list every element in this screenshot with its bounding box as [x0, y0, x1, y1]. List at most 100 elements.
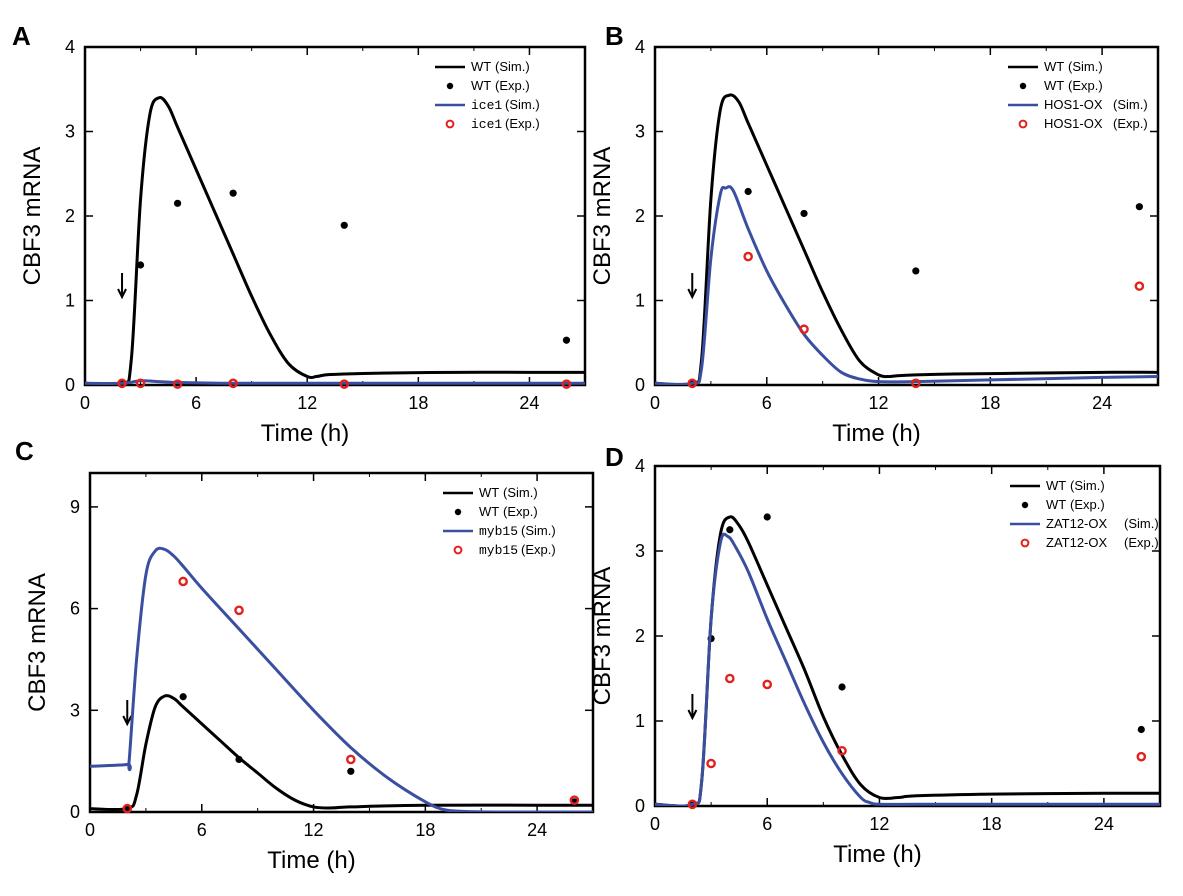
legend-series-name: WT	[1046, 497, 1066, 512]
data-point-zat12-ox-exp	[837, 745, 847, 756]
x-tick-label: 18	[980, 393, 1000, 413]
legend-swatch-ring	[1020, 538, 1030, 548]
stimulus-arrow-head	[687, 288, 698, 300]
data-point-wt-exp	[1135, 203, 1143, 211]
data-point-wt-exp	[173, 199, 182, 207]
series-line-ice1-sim	[85, 379, 585, 385]
series-line-myb15-sim	[90, 546, 593, 812]
x-axis-title: Time (h)	[261, 420, 349, 447]
legend-series-label: (Sim.)	[503, 485, 538, 500]
data-point-wt-exp	[340, 221, 348, 229]
data-point-wt-exp	[136, 261, 145, 269]
panel-letter: C	[15, 436, 34, 466]
y-tick-label: 6	[70, 599, 80, 619]
legend-series-label: (Exp.)	[521, 542, 556, 557]
y-tick-label: 2	[635, 206, 645, 226]
y-tick-label: 0	[635, 796, 645, 816]
legend-series-name: HOS1-OX	[1044, 116, 1103, 131]
legend-series-label: (Sim.)	[495, 59, 530, 74]
series-line-wt-sim	[655, 93, 1158, 385]
panel-letter: B	[605, 21, 624, 51]
x-tick-label: 12	[304, 820, 324, 840]
legend-series-label: (Exp.)	[1068, 78, 1103, 93]
y-tick-label: 2	[65, 206, 75, 226]
legend-series-name: myb15	[479, 524, 518, 539]
legend-series-label: (Exp.)	[1070, 497, 1105, 512]
y-tick-label: 4	[635, 37, 645, 57]
series-line-wt-sim	[90, 694, 593, 812]
y-tick-label: 1	[65, 291, 75, 311]
x-tick-label: 24	[519, 393, 539, 413]
stimulus-arrow-head	[122, 715, 133, 727]
data-point-wt-exp	[229, 189, 237, 197]
data-point-zat12-ox-exp	[687, 799, 698, 810]
y-axis-title: CBF3 mRNA	[24, 573, 51, 712]
legend-series-name: WT	[479, 504, 499, 519]
x-tick-label: 6	[762, 814, 772, 834]
data-point-myb15-exp	[178, 576, 188, 587]
panel-c: C 0 6 12 18 24 0 3 6 9 Time (h) CBF3 mRNA WT (Sim.) WT…	[15, 436, 595, 874]
legend-swatch-ring	[1018, 119, 1028, 129]
y-tick-label: 3	[635, 122, 645, 142]
x-tick-label: 0	[650, 393, 660, 413]
data-point-hos1-ox-exp	[911, 378, 921, 389]
legend-series-name: myb15	[479, 543, 518, 558]
legend-series-name: WT	[1044, 78, 1064, 93]
x-tick-label: 0	[85, 820, 95, 840]
y-tick-label: 3	[70, 700, 80, 720]
data-point-myb15-exp	[346, 754, 356, 765]
series-line-zat12-ox-sim	[655, 532, 1160, 806]
data-point-wt-exp	[744, 187, 752, 196]
data-point-wt-exp	[347, 767, 355, 775]
legend-series-name: ice1	[471, 98, 502, 113]
data-point-wt-exp	[800, 209, 808, 218]
stimulus-arrow-head	[117, 288, 127, 300]
legend-series-label: (Exp.)	[495, 78, 530, 93]
data-point-ice1-exp	[135, 378, 146, 389]
y-tick-label: 9	[70, 497, 80, 517]
legend-series-label: (Sim.)	[505, 97, 540, 112]
legend-series-name: WT	[1046, 478, 1066, 493]
data-point-wt-exp	[1137, 725, 1145, 734]
y-tick-label: 3	[635, 541, 645, 561]
x-tick-label: 0	[80, 393, 90, 413]
data-point-ice1-exp	[172, 379, 183, 389]
y-tick-label: 2	[635, 626, 645, 646]
x-tick-label: 6	[762, 393, 772, 413]
data-point-hos1-ox-exp	[687, 378, 698, 389]
x-tick-label: 18	[982, 814, 1002, 834]
series-line-hos1-ox-sim	[655, 185, 1158, 385]
x-tick-label: 12	[297, 393, 317, 413]
legend-series-name: WT	[1044, 59, 1064, 74]
x-tick-label: 0	[650, 814, 660, 834]
legend-series-label: (Sim.)	[521, 523, 556, 538]
x-axis-title: Time (h)	[833, 841, 921, 868]
data-point-ice1-exp	[339, 379, 350, 389]
legend-series-name: ZAT12-OX	[1046, 516, 1107, 531]
legend-series-label: (Exp.)	[505, 116, 540, 131]
data-point-myb15-exp	[234, 605, 244, 616]
data-point-zat12-ox-exp	[762, 679, 773, 690]
y-axis-title: CBF3 mRNA	[589, 147, 616, 286]
legend-series-name: WT	[479, 485, 499, 500]
data-point-hos1-ox-exp	[1134, 281, 1145, 291]
legend-series-name: HOS1-OX	[1044, 97, 1103, 112]
data-point-wt-exp	[726, 526, 734, 534]
legend-series-name: ZAT12-OX	[1046, 535, 1107, 550]
legend-series-label: (Exp.)	[1113, 116, 1148, 131]
legend-series-label: (Exp.)	[1124, 535, 1159, 550]
legend-series-label: (Sim.)	[1070, 478, 1105, 493]
legend-series-label: (Exp.)	[503, 504, 538, 519]
stimulus-arrow-head	[687, 709, 698, 721]
legend-series-label: (Sim.)	[1124, 516, 1159, 531]
y-tick-label: 0	[70, 802, 80, 822]
legend-swatch-ring	[453, 545, 463, 555]
data-point-wt-exp	[838, 683, 846, 691]
data-point-zat12-ox-exp	[1136, 751, 1147, 762]
data-point-wt-exp	[912, 267, 920, 275]
legend-series-name: WT	[471, 59, 491, 74]
